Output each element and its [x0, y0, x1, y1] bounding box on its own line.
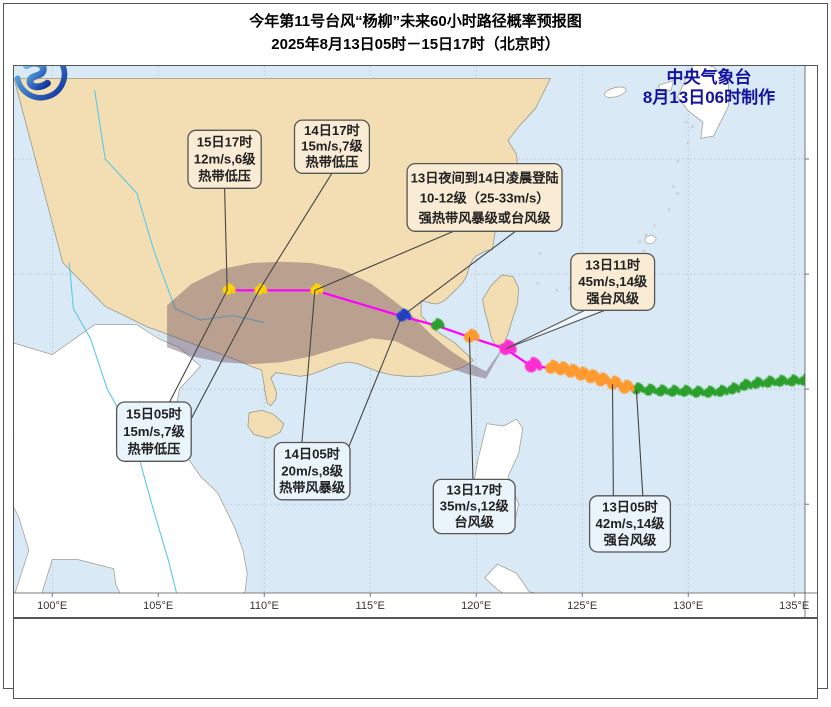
svg-text:30°N: 30°N: [814, 148, 818, 170]
svg-text:25°N: 25°N: [814, 263, 818, 285]
svg-text:10-12级（25-33m/s）: 10-12级（25-33m/s）: [420, 189, 550, 205]
svg-text:105°E: 105°E: [143, 600, 173, 612]
svg-text:14日05时: 14日05时: [284, 446, 340, 462]
svg-text:115°E: 115°E: [356, 600, 385, 612]
svg-text:热带低压: 热带低压: [128, 441, 181, 457]
svg-text:强热带风暴级或台风级: 强热带风暴级或台风级: [419, 209, 552, 225]
svg-text:13日17时: 13日17时: [446, 482, 502, 498]
svg-text:12m/s,6级: 12m/s,6级: [194, 151, 256, 167]
svg-text:125°E: 125°E: [567, 600, 597, 612]
svg-text:45m/s,14级: 45m/s,14级: [578, 273, 648, 289]
svg-text:台风级: 台风级: [454, 513, 494, 529]
svg-text:13日05时: 13日05时: [602, 499, 658, 515]
svg-text:130°E: 130°E: [673, 600, 703, 612]
svg-text:13日夜间到14日凌晨登陆: 13日夜间到14日凌晨登陆: [411, 170, 559, 186]
svg-text:20°N: 20°N: [814, 378, 818, 400]
svg-text:热带低压: 热带低压: [198, 168, 251, 184]
svg-text:15°N: 15°N: [814, 493, 818, 515]
svg-text:15日17时: 15日17时: [197, 134, 253, 150]
svg-text:15m/s,7级: 15m/s,7级: [301, 138, 363, 154]
svg-text:15m/s,7级: 15m/s,7级: [123, 423, 185, 439]
svg-text:42m/s,14级: 42m/s,14级: [596, 515, 666, 531]
svg-text:13日11时: 13日11时: [585, 256, 640, 272]
svg-text:15日05时: 15日05时: [126, 406, 182, 422]
svg-text:强台风级: 强台风级: [586, 290, 640, 306]
svg-text:14日17时: 14日17时: [304, 122, 360, 138]
svg-text:120°E: 120°E: [461, 600, 491, 612]
svg-text:110°E: 110°E: [250, 600, 279, 612]
svg-text:20m/s,8级: 20m/s,8级: [281, 462, 343, 478]
svg-text:热带低压: 热带低压: [306, 153, 359, 169]
svg-text:35m/s,12级: 35m/s,12级: [440, 498, 510, 514]
svg-text:135°E: 135°E: [779, 600, 809, 612]
svg-text:强台风级: 强台风级: [604, 532, 658, 548]
svg-text:热带风暴级: 热带风暴级: [279, 479, 346, 495]
svg-text:100°E: 100°E: [37, 600, 67, 612]
